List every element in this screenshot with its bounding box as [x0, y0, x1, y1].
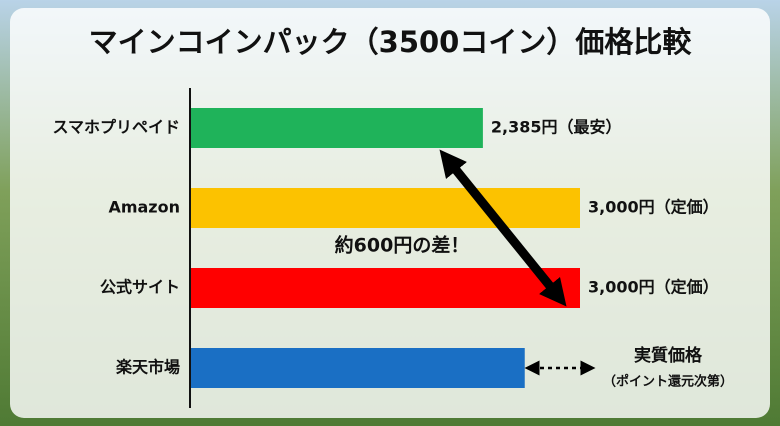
bar: [190, 108, 483, 148]
category-label: 公式サイト: [100, 278, 180, 297]
bar: [190, 188, 580, 228]
value-label: 3,000円（定価）: [588, 278, 719, 297]
difference-note: 約600円の差！: [335, 234, 470, 257]
rakuten-note: 実質価格: [634, 345, 703, 366]
category-label: Amazon: [108, 198, 180, 217]
value-label: 3,000円（定価）: [588, 198, 719, 217]
difference-arrow: [439, 149, 567, 307]
category-label: スマホプリペイド: [52, 118, 180, 137]
category-label: 楽天市場: [115, 358, 180, 377]
chart-title: マインコインパック（3500コイン）価格比較: [89, 25, 693, 59]
value-label: 2,385円（最安）: [491, 118, 622, 137]
bar: [190, 348, 525, 388]
bar: [190, 268, 580, 308]
rakuten-subnote: （ポイント還元次第）: [603, 374, 733, 390]
